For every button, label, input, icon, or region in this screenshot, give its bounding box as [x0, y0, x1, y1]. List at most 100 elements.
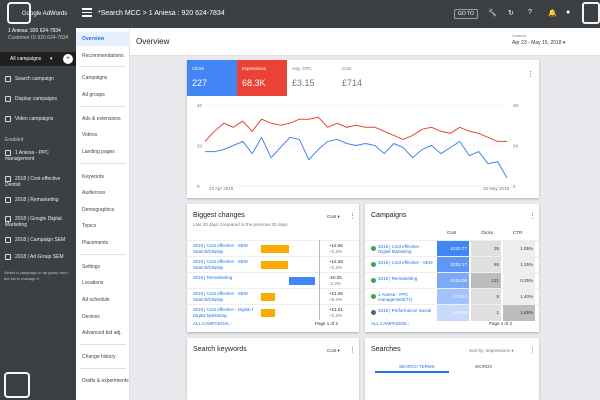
table-row[interactable]: 2018 | Cost effective - SEM £203.17 65 1.25… — [365, 256, 539, 273]
wrench-icon[interactable]: 🔧 — [488, 10, 497, 17]
metric-selector[interactable]: Cost ▾ — [327, 348, 340, 353]
nav-settings[interactable]: Settings — [82, 264, 101, 270]
column-header[interactable]: Clicks — [481, 230, 493, 235]
refresh-icon[interactable]: ↻ — [508, 10, 514, 17]
add-icon[interactable]: + — [63, 54, 73, 64]
table-row[interactable]: 1 Aniesa - PPC management(T1) £72.44 5 1.40… — [365, 288, 539, 305]
table-row[interactable]: 2018 | Cost effective - SEM Search/Displa… — [187, 256, 359, 272]
sidebar-item-campaign[interactable]: 2018 | Ad Group SEM — [5, 254, 75, 264]
all-campaigns-button[interactable]: All campaigns ▾ + — [0, 52, 76, 66]
status-icon — [371, 310, 376, 315]
nav-keywords[interactable]: Keywords — [82, 174, 104, 180]
row-name[interactable]: 2018 | Cost effective - SEM — [193, 259, 248, 264]
card-subtitle: Last 30 days compared to the previous 30… — [193, 222, 288, 227]
nav-topics[interactable]: Topics — [82, 223, 97, 229]
nav-placements[interactable]: Placements — [82, 240, 109, 246]
nav-ad-groups[interactable]: Ad groups — [82, 92, 105, 98]
kpi-impressions[interactable]: Impressions 68.3K — [237, 60, 287, 96]
row-pct: +5.4% — [329, 297, 342, 302]
chevron-down-icon[interactable]: ▾ — [50, 56, 53, 62]
nav-campaigns[interactable]: Campaigns — [82, 75, 108, 81]
sidebar-item-label: Search campaign — [15, 76, 54, 82]
sidebar-item-campaign[interactable]: 2018 | Google Digital Marketing — [5, 216, 75, 229]
more-options-icon[interactable]: ⋮ — [529, 347, 536, 354]
nav-drafts[interactable]: Drafts & experiments — [82, 378, 129, 384]
sidebar-item-campaign[interactable]: 2018 | Campaign SEM — [5, 237, 75, 247]
nav-audiences[interactable]: Audiences — [82, 190, 106, 196]
goto-button[interactable]: GO TO — [454, 9, 478, 19]
column-header[interactable]: Cost — [447, 230, 457, 235]
nav-locations[interactable]: Locations — [82, 280, 104, 286]
sidebar-footer: Select a campaign or ad group from the l… — [4, 270, 68, 281]
breadcrumb[interactable]: *Search MCC > 1 Aniesa : 920 624-7834 — [98, 10, 225, 17]
nav-devices[interactable]: Devices — [82, 314, 100, 320]
searches-card: Searches Sort by: Impressions ▾ ⋮ SEARCH… — [365, 338, 539, 400]
right-axis-label: 0 — [513, 184, 516, 189]
metric-selector[interactable]: Cost ▾ — [327, 214, 340, 219]
campaign-name[interactable]: 2018 | Cost effective - SEM — [378, 260, 433, 265]
campaign-name[interactable]: 2018 | Performance Social — [378, 308, 431, 313]
sort-selector[interactable]: Sort by: Impressions ▾ — [469, 348, 514, 353]
search-icon — [5, 197, 11, 203]
sidebar-item-campaign[interactable]: 2018 | Remarketing — [5, 197, 75, 207]
nav-ad-schedule[interactable]: Ad schedule — [82, 297, 110, 303]
kpi-clicks[interactable]: Clicks 227 — [187, 60, 237, 96]
all-campaigns-link[interactable]: ALL CAMPAIGNS › — [193, 321, 232, 326]
campaign-name[interactable]: 2018 | Cost effective - Digital Marketin… — [378, 244, 422, 254]
left-sidebar: Google AdWords 1 Aniesa: 920 624-7834 Cu… — [0, 0, 76, 400]
nav-landing-pages[interactable]: Landing pages — [82, 149, 115, 155]
more-options-icon[interactable]: ⋮ — [527, 71, 534, 78]
help-icon[interactable]: ? — [528, 9, 532, 16]
more-options-icon[interactable]: ⋮ — [529, 213, 536, 220]
left-axis-label: 40 — [197, 103, 203, 108]
tab-words[interactable]: WORDS — [475, 364, 493, 369]
account-icon[interactable]: ● — [566, 9, 571, 16]
sidebar-item-label: 2018 | Google Digital Marketing — [5, 216, 62, 229]
nav-advanced-bid[interactable]: Advanced bid adj. — [82, 330, 122, 336]
sidebar-item-campaign[interactable]: 2018 | Cost effective Dentist — [5, 176, 75, 188]
divider — [80, 344, 126, 345]
column-header[interactable]: CTR — [513, 230, 523, 235]
all-campaigns-link[interactable]: ALL CAMPAIGNS › — [371, 321, 410, 326]
row-name[interactable]: 2018 | Cost effective - Digital Mkt — [193, 307, 253, 312]
table-row[interactable]: 2018 | Cost effective - Digital Marketin… — [365, 240, 539, 257]
more-options-icon[interactable]: ⋮ — [349, 213, 356, 220]
table-row[interactable]: 2018 | Cost effective - SEM Search/Displa… — [187, 240, 359, 256]
main-header: Overview Custom Apr 23 - May 15, 2018 ▾ — [130, 28, 600, 56]
row-name[interactable]: 2018 | Cost effective - SEM — [193, 243, 248, 248]
sidebar-item-video[interactable]: Video campaigns — [5, 116, 75, 126]
brand[interactable]: Google AdWords — [4, 2, 74, 24]
tab-search-terms[interactable]: SEARCH TERMS — [399, 364, 435, 369]
date-range-picker[interactable]: Apr 23 - May 15, 2018 ▾ — [512, 40, 565, 46]
row-name[interactable]: 2018 | Cost effective - SEM — [193, 291, 248, 296]
top-bar: *Search MCC > 1 Aniesa : 920 624-7834 GO… — [76, 0, 600, 28]
sidebar-item-search[interactable]: Search campaign — [5, 76, 75, 86]
kpi-avg-cpc[interactable]: Avg. CPC £3.15 — [287, 60, 337, 96]
more-options-icon[interactable]: ⋮ — [349, 347, 356, 354]
nav-change-history[interactable]: Change history — [82, 354, 116, 360]
nav-overview[interactable]: Overview — [82, 36, 105, 42]
menu-icon[interactable] — [82, 8, 92, 19]
kpi-cost[interactable]: Cost £714 — [337, 60, 387, 96]
table-row[interactable]: 2018 | Remarketing £132.06 121 0.35% — [365, 272, 539, 289]
notifications-icon[interactable]: 🔔 — [548, 10, 557, 17]
table-row[interactable]: 2018 | Performance Social £29.65 1 1.65% — [365, 304, 539, 321]
sidebar-item-display[interactable]: Display campaigns — [5, 96, 75, 106]
row-sub: Search/Display — [193, 249, 224, 254]
campaign-name[interactable]: 1 Aniesa - PPC management(T1) — [378, 292, 413, 302]
sidebar-item-label: Video campaigns — [15, 116, 54, 122]
kpi-value: £3.15 — [292, 78, 315, 88]
account-info[interactable]: 1 Aniesa: 920 624-7834 Customer ID 920 6… — [8, 28, 68, 42]
campaign-name[interactable]: 2018 | Remarketing — [378, 276, 418, 281]
nav-recommendations[interactable]: Recommendations — [82, 53, 124, 59]
table-row[interactable]: 2018 | Cost effective - Digital Mkt Digit… — [187, 304, 359, 320]
nav-ads-extensions[interactable]: Ads & extensions — [82, 116, 121, 122]
nav-demographics[interactable]: Demographics — [82, 207, 115, 213]
table-row[interactable]: 2018 | Remarketing -£0.05 -2.3% — [187, 272, 359, 288]
series-line-impressions — [204, 116, 507, 142]
sidebar-item-campaign[interactable]: 1 Aniesa - PPC management — [5, 150, 75, 162]
sidebar-item-label: Display campaigns — [15, 96, 57, 102]
table-row[interactable]: 2018 | Cost effective - SEM Search/Displa… — [187, 288, 359, 304]
row-name[interactable]: 2018 | Remarketing — [193, 275, 233, 280]
nav-videos[interactable]: Videos — [82, 132, 98, 138]
